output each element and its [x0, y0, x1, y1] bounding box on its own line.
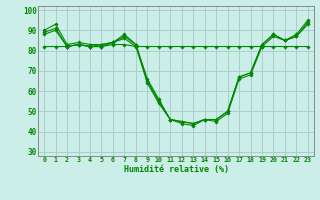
X-axis label: Humidité relative (%): Humidité relative (%)	[124, 165, 228, 174]
